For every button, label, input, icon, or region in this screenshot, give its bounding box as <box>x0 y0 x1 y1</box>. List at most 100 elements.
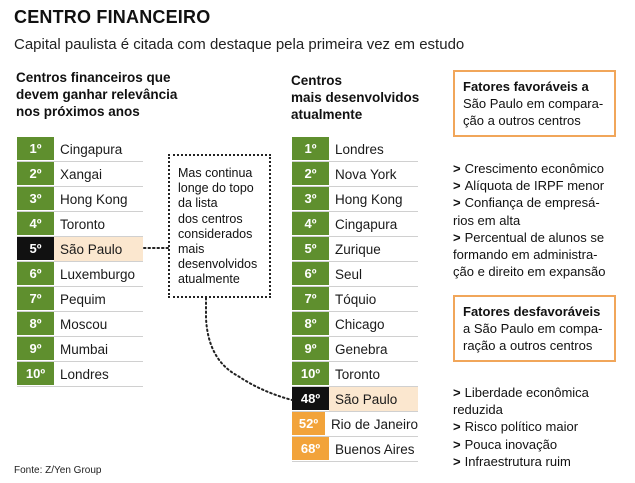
city-name: Londres <box>60 366 109 382</box>
factor-text: ção e direito em expansão <box>453 264 606 280</box>
factor-item: > Risco político maior <box>453 418 589 435</box>
rank-badge: 3º <box>17 187 54 211</box>
city-name: Zurique <box>335 241 381 257</box>
city-name: Pequim <box>60 291 106 307</box>
middle-column-heading: Centros mais desenvolvidos atualmente <box>291 72 419 123</box>
ranking-row: 5º São Paulo <box>17 237 143 262</box>
rank-badge: 7º <box>292 287 329 311</box>
middle-ranking-list: 1º Londres 2º Nova York 3º Hong Kong 4º Cingapu… <box>292 137 418 462</box>
city-name: Hong Kong <box>335 191 403 207</box>
factor-text: Risco político maior <box>464 419 579 435</box>
ranking-row: 8º Moscou <box>17 312 143 337</box>
factor-text: Crescimento econômico <box>464 161 605 176</box>
bullet-arrow-icon: > <box>453 229 461 245</box>
annotation-line: considerados <box>178 226 253 241</box>
favorable-factors-list: > Crescimento econômico > Alíquota de IRPF … <box>453 160 605 280</box>
factor-text: Alíquota de IRPF menor <box>464 178 605 194</box>
factor-line: > Infraestrutura ruim <box>453 453 589 470</box>
city-name: Luxemburgo <box>60 266 136 282</box>
factor-item: > Alíquota de IRPF menor <box>453 177 605 194</box>
rank-badge: 2º <box>17 162 54 186</box>
city-name: Mumbai <box>60 341 109 357</box>
bullet-arrow-icon: > <box>453 385 461 400</box>
rank-badge: 6º <box>17 262 54 286</box>
annotation-line: atualmente <box>178 272 240 287</box>
factor-line: > Pouca inovação <box>453 436 589 453</box>
ranking-row: 4º Cingapura <box>292 212 418 237</box>
favorable-header-line: ção a outros centros <box>463 113 581 128</box>
ranking-row: 10º Toronto <box>292 362 418 387</box>
ranking-row: 10º Londres <box>17 362 143 387</box>
favorable-header-line: Fatores favoráveis a <box>463 79 589 94</box>
rank-badge: 2º <box>292 162 329 186</box>
rank-badge: 4º <box>17 212 54 236</box>
city-name: Toronto <box>335 366 381 382</box>
ranking-row: 68º Buenos Aires <box>292 437 418 462</box>
factor-text: Confiança de empresá- <box>464 195 600 211</box>
rank-badge: 1º <box>292 137 329 161</box>
annotation-line: dos centros <box>178 211 243 226</box>
factor-item: > Liberdade econômica reduzida <box>453 384 589 418</box>
rank-badge: 48º <box>292 387 329 411</box>
bullet-arrow-icon: > <box>453 436 461 452</box>
factor-line: > Alíquota de IRPF menor <box>453 177 605 194</box>
factor-line: > Risco político maior <box>453 418 589 435</box>
rank-badge: 7º <box>17 287 54 311</box>
ranking-row: 9º Mumbai <box>17 337 143 362</box>
bullet-arrow-icon: > <box>453 419 461 435</box>
city-name: Londres <box>335 141 384 157</box>
factor-text: Infraestrutura ruim <box>464 453 571 469</box>
annotation-line: longe do topo <box>178 181 254 196</box>
page-title: CENTRO FINANCEIRO <box>14 7 211 27</box>
rank-badge: 52º <box>292 412 325 436</box>
ranking-row: 5º Zurique <box>292 237 418 262</box>
city-name: Seul <box>335 266 363 282</box>
city-name: Nova York <box>335 166 397 182</box>
factor-text: Pouca inovação <box>464 436 558 452</box>
factor-text: reduzida <box>453 402 503 418</box>
bullet-arrow-icon: > <box>453 453 461 469</box>
rank-badge: 6º <box>292 262 329 286</box>
annotation-box: Mas continua longe do topo da lista dos … <box>168 154 271 298</box>
factor-item: > Confiança de empresá-rios em alta <box>453 194 605 228</box>
annotation-line: da lista <box>178 196 218 211</box>
source-note: Fonte: Z/Yen Group <box>14 465 102 476</box>
factor-text: Percentual de alunos se <box>464 229 605 245</box>
rank-badge: 4º <box>292 212 329 236</box>
ranking-row: 3º Hong Kong <box>292 187 418 212</box>
factor-text: rios em alta <box>453 212 521 228</box>
unfavorable-header-line: a São Paulo em compa- <box>463 321 603 336</box>
factor-line: ção e direito em expansão <box>453 263 605 280</box>
factor-line: formando em administra- <box>453 246 605 263</box>
factor-item: > Crescimento econômico <box>453 160 605 177</box>
unfavorable-factors-list: > Liberdade econômica reduzida > Risco polít… <box>453 384 589 470</box>
factor-line: rios em alta <box>453 212 605 229</box>
rank-badge: 5º <box>17 237 54 261</box>
left-heading-line: devem ganhar relevância <box>16 87 178 102</box>
factor-line: > Confiança de empresá- <box>453 194 605 211</box>
factor-line: > Percentual de alunos se <box>453 229 605 246</box>
ranking-row: 7º Tóquio <box>292 287 418 312</box>
rank-badge: 8º <box>292 312 329 336</box>
factor-line: > Crescimento econômico <box>453 160 605 177</box>
left-heading-line: nos próximos anos <box>16 104 140 119</box>
ranking-row: 6º Luxemburgo <box>17 262 143 287</box>
rank-badge: 10º <box>292 362 329 386</box>
factor-line: > Liberdade econômica <box>453 384 589 401</box>
ranking-row: 1º Cingapura <box>17 137 143 162</box>
rank-badge: 8º <box>17 312 54 336</box>
unfavorable-header-line: Fatores desfavoráveis <box>463 304 601 319</box>
annotation-line: Mas continua <box>178 166 253 180</box>
ranking-row: 6º Seul <box>292 262 418 287</box>
city-name: Rio de Janeiro <box>330 416 418 432</box>
city-name: Toronto <box>60 216 106 232</box>
ranking-row: 2º Xangai <box>17 162 143 187</box>
ranking-row: 3º Hong Kong <box>17 187 143 212</box>
middle-heading-line: mais desenvolvidos <box>291 90 420 105</box>
city-name: Cingapura <box>60 141 123 157</box>
factor-item: > Percentual de alunos se formando em admi… <box>453 229 605 281</box>
city-name: Tóquio <box>335 291 377 307</box>
left-heading-line: Centros financeiros que <box>16 70 171 85</box>
left-column-heading: Centros financeiros que devem ganhar rel… <box>16 69 177 120</box>
city-name: Hong Kong <box>60 191 128 207</box>
